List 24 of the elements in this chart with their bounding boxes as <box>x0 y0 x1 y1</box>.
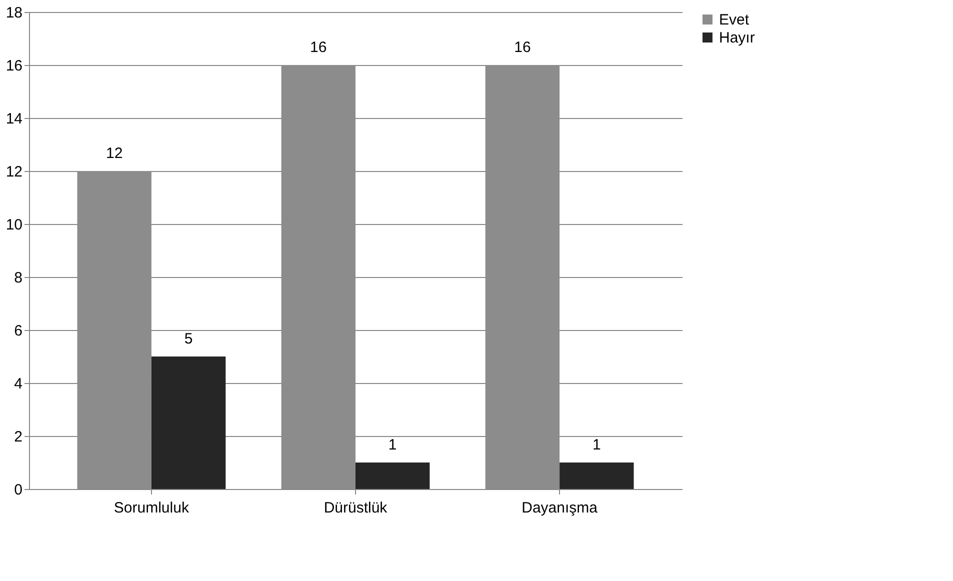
data-label: 5 <box>184 330 193 348</box>
legend-label: Hayır <box>719 30 755 46</box>
bar <box>560 462 634 489</box>
data-label: 16 <box>514 39 531 56</box>
y-tick-label: 6 <box>14 322 22 340</box>
data-label: 12 <box>106 145 123 162</box>
bar <box>356 462 430 489</box>
x-tick-label: Dayanışma <box>522 500 598 516</box>
legend-label: Evet <box>719 12 750 28</box>
y-tick-label: 16 <box>6 58 22 74</box>
data-label: 1 <box>592 436 601 454</box>
y-tick-label: 12 <box>6 164 22 180</box>
y-tick-label: 4 <box>14 376 22 392</box>
x-tick-label: Dürüstlük <box>324 500 388 516</box>
y-tick-label: 2 <box>14 428 22 446</box>
data-label: 1 <box>388 436 397 454</box>
y-tick-label: 8 <box>14 270 22 286</box>
y-tick-label: 0 <box>14 482 22 498</box>
x-tick-label: Sorumluluk <box>114 500 190 516</box>
bar <box>151 356 226 489</box>
y-tick-label: 10 <box>6 216 22 234</box>
y-tick-label: 14 <box>6 110 22 128</box>
data-label: 16 <box>310 39 327 56</box>
y-tick-label: 18 <box>6 4 22 22</box>
